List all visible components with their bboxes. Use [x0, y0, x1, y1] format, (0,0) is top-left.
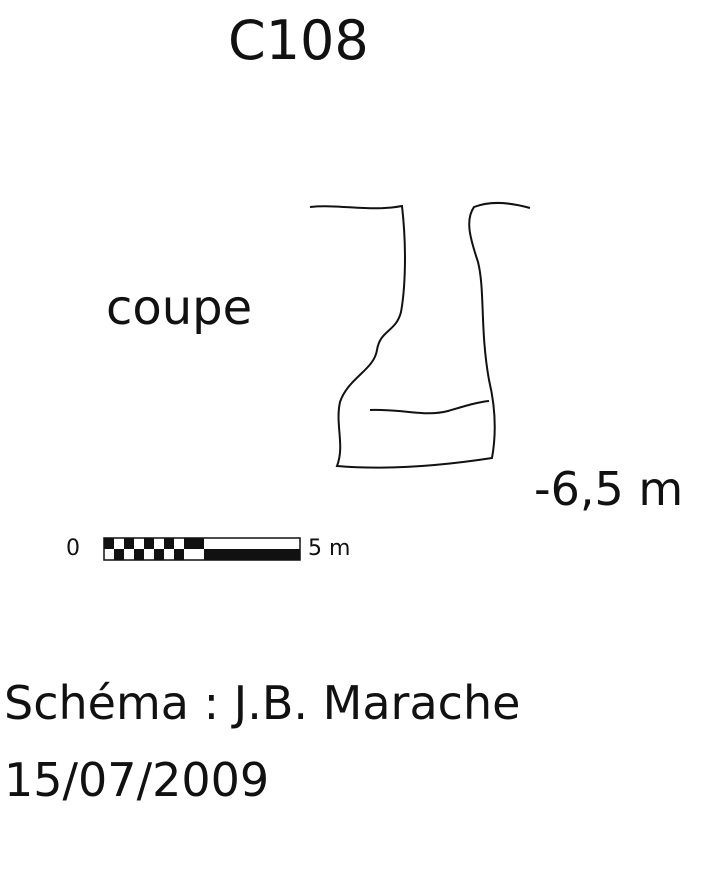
scale-check — [174, 549, 184, 560]
scale-check — [134, 549, 144, 560]
pit-fill-layer-line — [369, 400, 490, 415]
scale-check — [104, 538, 114, 549]
scale-end-label: 5 m — [308, 536, 351, 561]
view-label: coupe — [106, 280, 253, 336]
pit-outline-left — [309, 201, 531, 469]
depth-label: -6,5 m — [534, 462, 684, 516]
scale-check — [124, 538, 134, 549]
scale-bar — [103, 537, 301, 561]
drawing-date: 15/07/2009 — [4, 753, 270, 807]
author-credit: Schéma : J.B. Marache — [4, 676, 521, 730]
scale-check — [154, 549, 164, 560]
scale-check — [144, 538, 154, 549]
diagram-title: C108 — [228, 9, 369, 72]
scale-check — [204, 549, 224, 560]
scale-check — [114, 549, 124, 560]
scale-check — [184, 538, 204, 549]
scale-start-label: 0 — [66, 536, 80, 561]
scale-segment — [224, 549, 300, 560]
scale-check — [164, 538, 174, 549]
